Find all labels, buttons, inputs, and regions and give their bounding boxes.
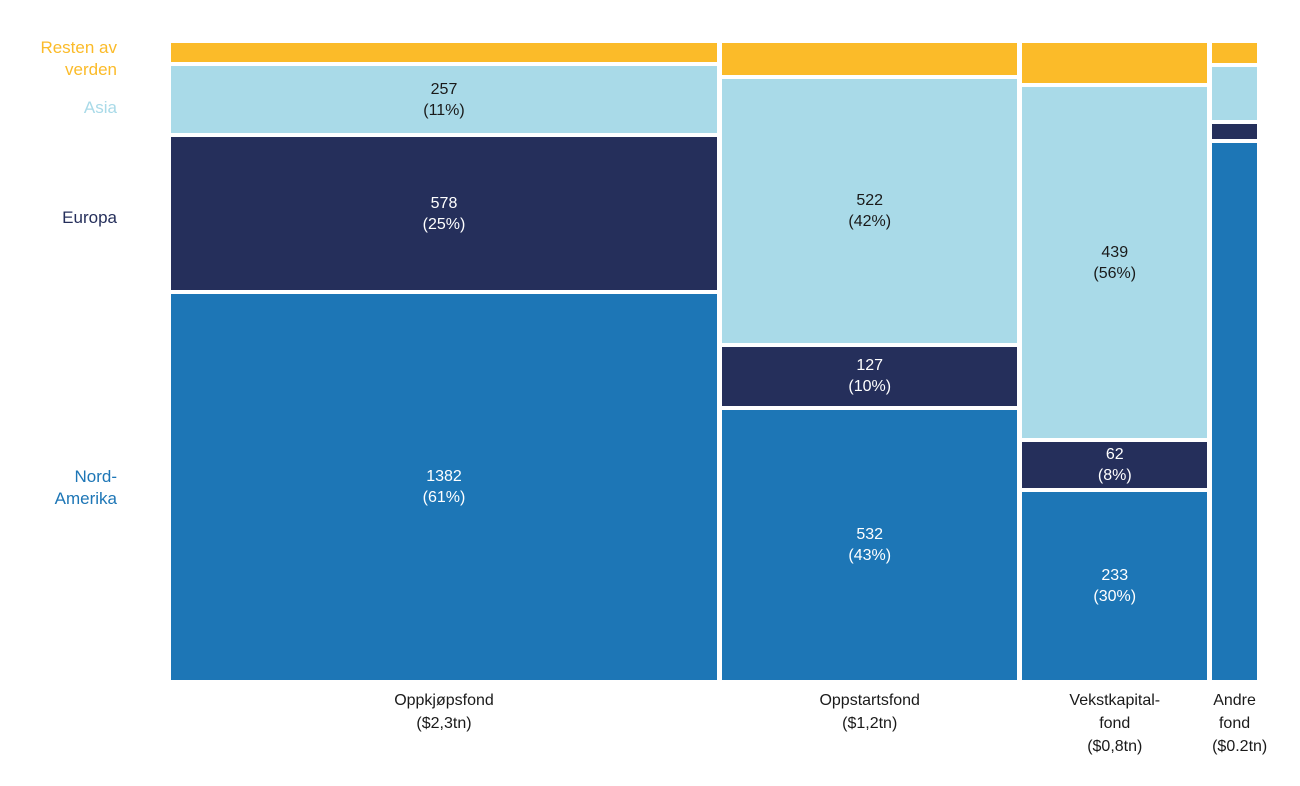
segment-percent: (10%) bbox=[848, 378, 892, 396]
column-label-line: Oppkjøpsfond bbox=[394, 692, 494, 709]
segment-value: 439 bbox=[1101, 243, 1129, 261]
segment-nord-amerika-oppkj-psfond: 1382 (61%) bbox=[171, 294, 717, 680]
column-label-oppstartsfond: Oppstartsfond ($1,2tn) bbox=[722, 689, 1017, 735]
segment-nord-amerika-vekstkapitalfond: 233 (30%) bbox=[1022, 492, 1208, 680]
column-oppkj-psfond: 257 (11%) 578 (25%) 1382 (61%) Oppkjøpsfond ($2… bbox=[171, 43, 717, 758]
segment-percent: (42%) bbox=[848, 212, 892, 230]
segment-stack-vekstkapitalfond: 439 (56%) 62 (8%) 233 (30%) bbox=[1022, 43, 1208, 680]
segment-percent: (56%) bbox=[1093, 264, 1137, 282]
axis-label-line: Resten av bbox=[40, 38, 117, 57]
segment-value: 127 bbox=[856, 357, 884, 375]
column-label-line: Andre bbox=[1213, 692, 1256, 709]
segment-nord-amerika-oppstartsfond: 532 (43%) bbox=[721, 410, 1018, 680]
segment-value: 62 bbox=[1105, 446, 1124, 464]
segment-percent: (8%) bbox=[1097, 467, 1132, 485]
segment-percent: (25%) bbox=[422, 215, 466, 233]
segment-value: 578 bbox=[430, 194, 458, 212]
column-label-line: ($0,8tn) bbox=[1087, 738, 1143, 755]
segment-value: 257 bbox=[430, 80, 458, 98]
column-vekstkapitalfond: 439 (56%) 62 (8%) 233 (30%) Vekstkapital-fond (… bbox=[1022, 43, 1208, 758]
axis-label-europa: Europa bbox=[0, 207, 117, 229]
column-label-vekstkapitalfond: Vekstkapital-fond ($0,8tn) bbox=[1022, 689, 1207, 758]
segment-resten-av-verden-oppkj-psfond bbox=[171, 43, 717, 62]
column-label-oppkj-psfond: Oppkjøpsfond ($2,3tn) bbox=[171, 689, 717, 735]
segment-asia-andre-fond bbox=[1212, 67, 1258, 120]
segment-value: 532 bbox=[856, 526, 884, 544]
segment-percent: (43%) bbox=[848, 547, 892, 565]
segment-resten-av-verden-vekstkapitalfond bbox=[1022, 43, 1208, 83]
axis-label-line: Asia bbox=[83, 98, 117, 117]
column-label-line: Vekstkapital- bbox=[1069, 692, 1161, 709]
axis-label-resten-av-verden: Resten av verden bbox=[0, 37, 117, 81]
column-label-line: fond bbox=[1218, 715, 1251, 732]
axis-label-line: verden bbox=[65, 60, 117, 79]
segment-europa-vekstkapitalfond: 62 (8%) bbox=[1022, 442, 1208, 489]
segment-resten-av-verden-oppstartsfond bbox=[721, 43, 1018, 75]
segment-europa-oppkj-psfond: 578 (25%) bbox=[171, 137, 717, 290]
columns: 257 (11%) 578 (25%) 1382 (61%) Oppkjøpsfond ($2… bbox=[171, 43, 1268, 758]
column-oppstartsfond: 522 (42%) 127 (10%) 532 (43%) Oppstartsfond ($1… bbox=[721, 43, 1018, 758]
segment-asia-oppkj-psfond: 257 (11%) bbox=[171, 66, 717, 133]
segment-stack-oppstartsfond: 522 (42%) 127 (10%) 532 (43%) bbox=[721, 43, 1018, 680]
segment-europa-andre-fond bbox=[1212, 124, 1258, 139]
segment-europa-oppstartsfond: 127 (10%) bbox=[721, 346, 1018, 407]
column-label-line: ($1,2tn) bbox=[842, 715, 898, 732]
axis-label-line: Europa bbox=[62, 208, 117, 227]
segment-stack-oppkj-psfond: 257 (11%) 578 (25%) 1382 (61%) bbox=[171, 43, 717, 680]
column-label-line: ($2,3tn) bbox=[416, 715, 472, 732]
segment-percent: (30%) bbox=[1093, 588, 1137, 606]
segment-asia-vekstkapitalfond: 439 (56%) bbox=[1022, 86, 1208, 439]
segment-value: 233 bbox=[1101, 567, 1129, 585]
column-label-line: fond bbox=[1099, 715, 1131, 732]
segment-percent: (61%) bbox=[422, 489, 466, 506]
column-label-andre-fond: Andre fond ($0.2tn) bbox=[1212, 689, 1268, 758]
segment-percent: (11%) bbox=[423, 101, 465, 119]
axis-label-line: Nord- bbox=[74, 467, 117, 486]
column-andre-fond: Andre fond ($0.2tn) bbox=[1212, 43, 1268, 758]
segment-value: 1382 bbox=[426, 468, 462, 485]
axis-label-line: Amerika bbox=[54, 489, 117, 508]
segment-resten-av-verden-andre-fond bbox=[1212, 43, 1258, 63]
segment-nord-amerika-andre-fond bbox=[1212, 143, 1258, 680]
column-label-line: ($0.2tn) bbox=[1212, 738, 1268, 755]
region-axis-labels: Resten av verden Asia Europa Nord- Amerika bbox=[0, 0, 117, 786]
segment-stack-andre-fond bbox=[1212, 43, 1258, 680]
axis-label-nord-amerika: Nord- Amerika bbox=[0, 466, 117, 510]
segment-value: 522 bbox=[856, 191, 884, 209]
column-label-line: Oppstartsfond bbox=[819, 692, 920, 709]
axis-label-asia: Asia bbox=[0, 97, 117, 119]
segment-asia-oppstartsfond: 522 (42%) bbox=[721, 78, 1018, 343]
